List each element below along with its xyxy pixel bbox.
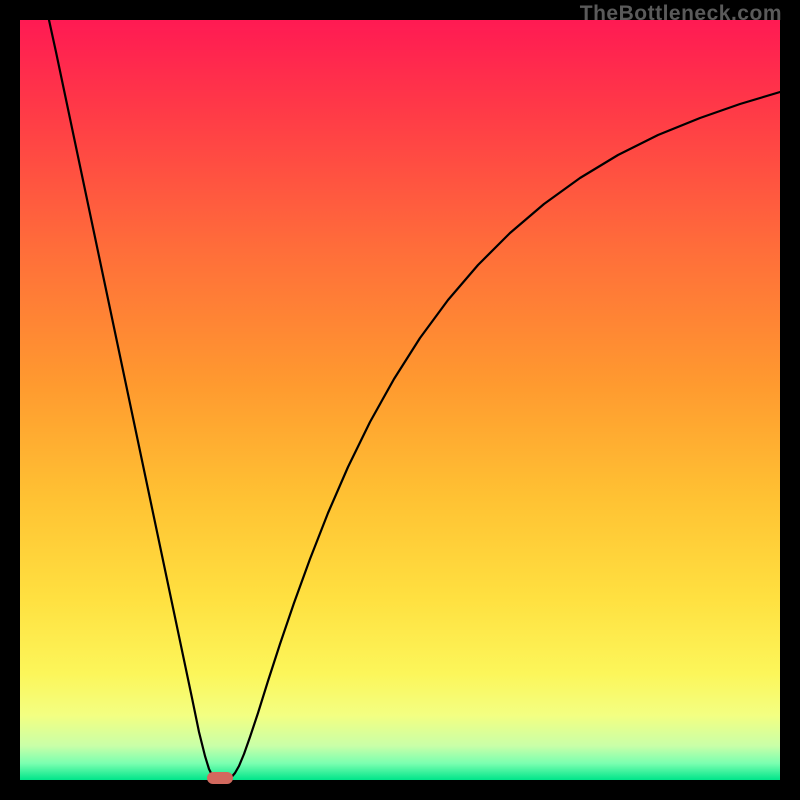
- optimal-point-marker: [207, 772, 233, 784]
- watermark-text: TheBottleneck.com: [580, 2, 782, 26]
- bottleneck-chart: [0, 0, 800, 800]
- plot-background-gradient: [20, 20, 780, 780]
